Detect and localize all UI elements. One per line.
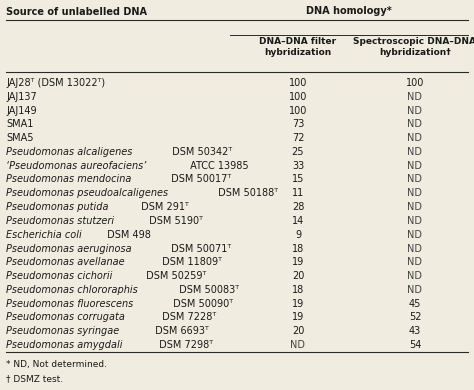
Text: DSM 11809ᵀ: DSM 11809ᵀ (159, 257, 222, 267)
Text: DSM 50259ᵀ: DSM 50259ᵀ (143, 271, 207, 281)
Text: DSM 498: DSM 498 (104, 230, 151, 240)
Text: ND: ND (408, 243, 422, 254)
Text: 20: 20 (292, 271, 304, 281)
Text: ND: ND (408, 174, 422, 184)
Text: 72: 72 (292, 133, 304, 143)
Text: DSM 50083ᵀ: DSM 50083ᵀ (176, 285, 239, 295)
Text: † DSMZ test.: † DSMZ test. (6, 374, 63, 383)
Text: 18: 18 (292, 285, 304, 295)
Text: ND: ND (408, 257, 422, 267)
Text: Pseudomonas avellanae: Pseudomonas avellanae (6, 257, 125, 267)
Text: JAJ149: JAJ149 (6, 106, 36, 115)
Text: DSM 50188ᵀ: DSM 50188ᵀ (215, 188, 278, 198)
Text: 25: 25 (292, 147, 304, 157)
Text: DSM 291ᵀ: DSM 291ᵀ (138, 202, 189, 212)
Text: Pseudomonas mendocina: Pseudomonas mendocina (6, 174, 131, 184)
Text: Pseudomonas pseudoalcaligenes: Pseudomonas pseudoalcaligenes (6, 188, 168, 198)
Text: DSM 5190ᵀ: DSM 5190ᵀ (146, 216, 202, 226)
Text: Pseudomonas syringae: Pseudomonas syringae (6, 326, 119, 336)
Text: 43: 43 (409, 326, 421, 336)
Text: ND: ND (408, 92, 422, 102)
Text: 100: 100 (289, 92, 307, 102)
Text: ND: ND (408, 230, 422, 240)
Text: 19: 19 (292, 312, 304, 323)
Text: ‘Pseudomonas aureofaciens’: ‘Pseudomonas aureofaciens’ (6, 161, 146, 171)
Text: Escherichia coli: Escherichia coli (6, 230, 82, 240)
Text: Pseudomonas fluorescens: Pseudomonas fluorescens (6, 299, 133, 309)
Text: ND: ND (408, 119, 422, 129)
Text: DSM 6693ᵀ: DSM 6693ᵀ (152, 326, 209, 336)
Text: JAJ28ᵀ (DSM 13022ᵀ): JAJ28ᵀ (DSM 13022ᵀ) (6, 78, 105, 88)
Text: * ND, Not determined.: * ND, Not determined. (6, 360, 107, 369)
Text: Pseudomonas putida: Pseudomonas putida (6, 202, 109, 212)
Text: 19: 19 (292, 299, 304, 309)
Text: Pseudomonas corrugata: Pseudomonas corrugata (6, 312, 125, 323)
Text: ND: ND (408, 161, 422, 171)
Text: DSM 50342ᵀ: DSM 50342ᵀ (169, 147, 232, 157)
Text: DSM 50090ᵀ: DSM 50090ᵀ (170, 299, 233, 309)
Text: 19: 19 (292, 257, 304, 267)
Text: 11: 11 (292, 188, 304, 198)
Text: 9: 9 (295, 230, 301, 240)
Text: 15: 15 (292, 174, 304, 184)
Text: Pseudomonas stutzeri: Pseudomonas stutzeri (6, 216, 114, 226)
Text: DSM 7228ᵀ: DSM 7228ᵀ (159, 312, 217, 323)
Text: 54: 54 (409, 340, 421, 350)
Text: ND: ND (408, 147, 422, 157)
Text: Pseudomonas cichorii: Pseudomonas cichorii (6, 271, 112, 281)
Text: 100: 100 (406, 78, 424, 88)
Text: Pseudomonas amygdali: Pseudomonas amygdali (6, 340, 122, 350)
Text: Pseudomonas chlororaphis: Pseudomonas chlororaphis (6, 285, 138, 295)
Text: 100: 100 (289, 106, 307, 115)
Text: DSM 50071ᵀ: DSM 50071ᵀ (168, 243, 231, 254)
Text: 20: 20 (292, 326, 304, 336)
Text: DNA homology*: DNA homology* (306, 6, 392, 16)
Text: DSM 7298ᵀ: DSM 7298ᵀ (156, 340, 213, 350)
Text: 73: 73 (292, 119, 304, 129)
Text: 33: 33 (292, 161, 304, 171)
Text: 18: 18 (292, 243, 304, 254)
Text: Spectroscopic DNA–DNA
hybridization†: Spectroscopic DNA–DNA hybridization† (354, 37, 474, 57)
Text: ND: ND (408, 133, 422, 143)
Text: 52: 52 (409, 312, 421, 323)
Text: ND: ND (408, 106, 422, 115)
Text: ND: ND (291, 340, 306, 350)
Text: Pseudomonas aeruginosa: Pseudomonas aeruginosa (6, 243, 132, 254)
Text: Pseudomonas alcaligenes: Pseudomonas alcaligenes (6, 147, 132, 157)
Text: Source of unlabelled DNA: Source of unlabelled DNA (6, 7, 147, 17)
Text: DSM 50017ᵀ: DSM 50017ᵀ (168, 174, 231, 184)
Text: SMA5: SMA5 (6, 133, 34, 143)
Text: 100: 100 (289, 78, 307, 88)
Text: 28: 28 (292, 202, 304, 212)
Text: ND: ND (408, 285, 422, 295)
Text: ND: ND (408, 188, 422, 198)
Text: ND: ND (408, 202, 422, 212)
Text: 45: 45 (409, 299, 421, 309)
Text: DNA–DNA filter
hybridization: DNA–DNA filter hybridization (259, 37, 337, 57)
Text: JAJ137: JAJ137 (6, 92, 37, 102)
Text: 14: 14 (292, 216, 304, 226)
Text: ATCC 13985: ATCC 13985 (187, 161, 249, 171)
Text: ND: ND (408, 216, 422, 226)
Text: ND: ND (408, 271, 422, 281)
Text: SMA1: SMA1 (6, 119, 33, 129)
